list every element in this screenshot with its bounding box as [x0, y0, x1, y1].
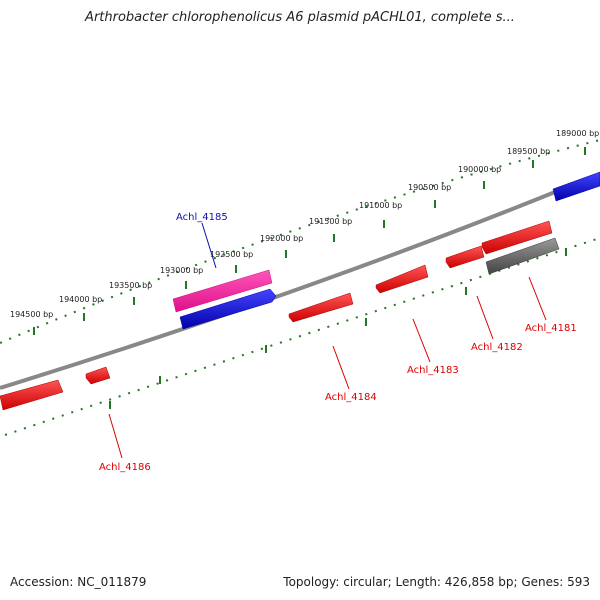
major-ticks — [33, 147, 586, 409]
tick-label: 189000 bp — [556, 129, 599, 138]
tick-label: 190000 bp — [458, 165, 501, 174]
tick-label: 192500 bp — [210, 250, 253, 259]
gene-outer-blue-right[interactable] — [552, 171, 600, 202]
backbone-track — [0, 188, 561, 390]
accession-text: Accession: NC_011879 — [10, 575, 147, 589]
gene-Achl_4186[interactable] — [85, 366, 111, 385]
gene-Achl_4181[interactable] — [485, 237, 560, 275]
map-title: Arthrobacter chlorophenolicus A6 plasmid… — [85, 10, 515, 25]
gene-Achl_4184[interactable] — [288, 292, 354, 323]
tick-labels: 189000 bp 189500 bp 190000 bp 190500 bp … — [10, 129, 599, 319]
gene-label-Achl_4182[interactable]: Achl_4182 — [471, 342, 523, 353]
summary-text: Topology: circular; Length: 426,858 bp; … — [283, 575, 590, 589]
gene-Achl_4185-reverse[interactable] — [179, 288, 277, 330]
gene-label-Achl_4183[interactable]: Achl_4183 — [407, 365, 459, 376]
leader-lines — [108, 222, 547, 459]
gene-label-Achl_4185[interactable]: Achl_4185 — [176, 212, 228, 223]
gene-Achl_4182[interactable] — [445, 220, 553, 269]
inner-tick-ring — [4, 237, 600, 436]
tick-label: 194000 bp — [59, 295, 102, 304]
gene-Achl_4185-highlight[interactable] — [172, 269, 273, 313]
gene-label-Achl_4181[interactable]: Achl_4181 — [525, 323, 577, 334]
gene-left-edge[interactable] — [0, 379, 64, 411]
tick-label: 189500 bp — [507, 147, 550, 156]
tick-label: 190500 bp — [408, 183, 451, 192]
tick-label: 191500 bp — [309, 217, 352, 226]
gene-Achl_4183[interactable] — [375, 264, 429, 294]
tick-label: 194500 bp — [10, 310, 53, 319]
tick-label: 193000 bp — [160, 266, 203, 275]
tick-label: 192000 bp — [260, 234, 303, 243]
tick-label: 191000 bp — [359, 201, 402, 210]
gene-label-Achl_4184[interactable]: Achl_4184 — [325, 392, 377, 403]
gene-label-Achl_4186[interactable]: Achl_4186 — [99, 462, 151, 473]
tick-label: 193500 bp — [109, 281, 152, 290]
outer-tick-ring — [0, 139, 600, 344]
